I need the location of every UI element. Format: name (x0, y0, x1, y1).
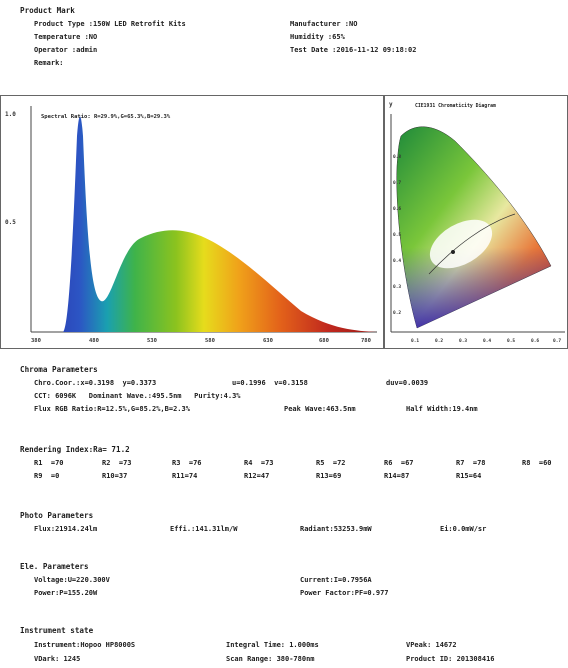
rendering-value: R11=74 (172, 472, 198, 480)
x-tick-label: 480 (89, 338, 99, 344)
chroma-coordinates: Chro.Coor.:x=0.3198 y=0.3373 (34, 379, 157, 387)
instrument-product-id: Product ID: 201308416 (406, 655, 495, 663)
product-type: Product Type :150W LED Retrofit Kits (34, 20, 186, 28)
electric-voltage: Voltage:U=220.300V (34, 576, 110, 584)
svg-text:0.1: 0.1 (411, 338, 419, 344)
operator: Operator :admin (34, 46, 98, 54)
photo-radiant: Radiant:53253.9mW (300, 525, 372, 533)
chroma-rgb-ratio: Flux RGB Ratio:R=12.5%,G=85.2%,B=2.3% (34, 405, 190, 413)
instrument-heading: Instrument state (20, 626, 94, 635)
photo-efficacy: Effi.:141.31lm/W (170, 525, 238, 533)
svg-text:0.2: 0.2 (393, 310, 401, 316)
rendering-value: R9 =0 (34, 472, 60, 480)
x-tick-label: 680 (319, 338, 329, 344)
rendering-value: R13=69 (316, 472, 342, 480)
humidity: Humidity :65% (290, 33, 345, 41)
instrument-name: Instrument:Hopoo HP8000S (34, 641, 136, 649)
svg-text:0.8: 0.8 (393, 154, 401, 160)
rendering-value: R6 =67 (384, 459, 414, 467)
chroma-uv: u=0.1996 v=0.3158 (232, 379, 308, 387)
rendering-value: R2 =73 (102, 459, 132, 467)
svg-text:0.7: 0.7 (553, 338, 561, 344)
rendering-value: R4 =73 (244, 459, 274, 467)
svg-text:0.6: 0.6 (393, 206, 401, 212)
chroma-cct: CCT: 6096K Dominant Wave.:495.5nm Purity… (34, 392, 241, 400)
rendering-value: R5 =72 (316, 459, 346, 467)
spectral-ratio-annotation: Spectral Ratio: R=29.9%,G=65.3%,B=29.3% (41, 114, 171, 120)
rendering-value: R15=64 (456, 472, 482, 480)
svg-text:0.2: 0.2 (435, 338, 443, 344)
x-tick-label: 780 (361, 338, 371, 344)
y-tick-label: 0.5 (5, 219, 16, 226)
rendering-heading: Rendering Index:Ra= 71.2 (20, 445, 130, 454)
instrument-vdark: VDark: 1245 (34, 655, 81, 663)
rendering-value: R1 =70 (34, 459, 64, 467)
spectrum-panel: 1.0 0.5 Spectral Ratio: R=29.9%,G=65.3%,… (0, 95, 384, 349)
rendering-value: R10=37 (102, 472, 128, 480)
rendering-value: R8 =60 (522, 459, 552, 467)
chroma-duv: duv=0.0039 (386, 379, 429, 387)
remark: Remark: (34, 59, 64, 67)
electric-current: Current:I=0.7956A (300, 576, 372, 584)
photo-heading: Photo Parameters (20, 511, 94, 520)
svg-text:0.4: 0.4 (483, 338, 491, 344)
rendering-value: R7 =78 (456, 459, 486, 467)
x-tick-label: 530 (147, 338, 157, 344)
test-date: Test Date :2016-11-12 09:18:02 (290, 46, 417, 54)
cie-title: CIE1931 Chromaticity Diagram (415, 103, 496, 109)
rendering-value: R14=87 (384, 472, 410, 480)
rendering-value: R3 =76 (172, 459, 202, 467)
svg-text:0.3: 0.3 (459, 338, 467, 344)
svg-text:0.4: 0.4 (393, 258, 401, 264)
y-tick-label: 1.0 (5, 111, 16, 118)
cie-axis-label: y (389, 101, 393, 108)
chroma-half-width: Half Width:19.4nm (406, 405, 478, 413)
spectrum-curve (31, 116, 377, 332)
cie-panel: y CIE1931 Chromaticity Diagram 0.8 0.7 0… (384, 95, 568, 349)
electric-power-factor: Power Factor:PF=0.977 (300, 589, 389, 597)
measured-point (451, 250, 455, 254)
svg-text:0.5: 0.5 (507, 338, 515, 344)
electric-heading: Ele. Parameters (20, 562, 89, 571)
chroma-heading: Chroma Parameters (20, 365, 98, 374)
instrument-scan-range: Scan Range: 380-780nm (226, 655, 315, 663)
x-tick-label: 580 (205, 338, 215, 344)
instrument-integral-time: Integral Time: 1.000ms (226, 641, 319, 649)
manufacturer: Manufacturer :NO (290, 20, 358, 28)
photo-ei: Ei:0.0mW/sr (440, 525, 487, 533)
svg-text:0.3: 0.3 (393, 284, 401, 290)
product-mark-heading: Product Mark (20, 6, 75, 15)
chroma-peak-wave: Peak Wave:463.5nm (284, 405, 356, 413)
cie-diagram: y CIE1931 Chromaticity Diagram 0.8 0.7 0… (389, 101, 565, 344)
temperature: Temperature :NO (34, 33, 98, 41)
svg-text:0.7: 0.7 (393, 180, 401, 186)
photo-flux: Flux:21914.24lm (34, 525, 98, 533)
planckian-locus (428, 213, 516, 275)
svg-text:0.5: 0.5 (393, 232, 401, 238)
x-tick-label: 380 (31, 338, 41, 344)
rendering-value: R12=47 (244, 472, 270, 480)
electric-power: Power:P=155.20W (34, 589, 98, 597)
spectrum-chart: 1.0 0.5 Spectral Ratio: R=29.9%,G=65.3%,… (5, 106, 377, 344)
svg-text:0.6: 0.6 (531, 338, 539, 344)
instrument-vpeak: VPeak: 14672 (406, 641, 457, 649)
x-tick-label: 630 (263, 338, 273, 344)
